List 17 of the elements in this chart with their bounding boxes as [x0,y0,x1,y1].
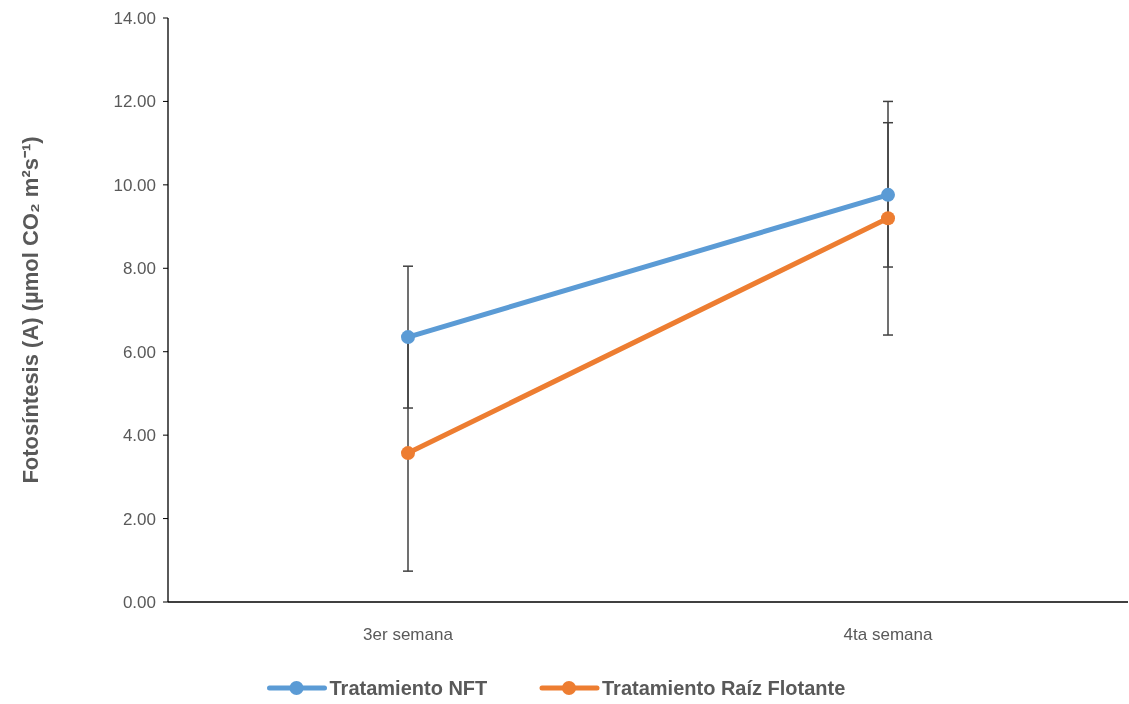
legend-label: Tratamiento NFT [329,677,488,699]
y-axis-title: Fotosíntesis (A) (µmol CO₂ m²s⁻¹) [18,136,43,484]
legend-label: Tratamiento Raíz Flotante [602,677,846,699]
y-tick-label: 8.00 [122,259,156,279]
y-tick-label: 2.00 [122,509,156,529]
y-tick-label: 12.00 [113,92,156,112]
x-tick-label: 3er semana [363,625,454,644]
point [401,330,415,345]
y-tick-label: 10.00 [113,175,156,195]
point [881,187,895,202]
y-tick-label: 4.00 [122,426,156,446]
y-tick-label: 14.00 [113,8,156,28]
point [401,446,415,461]
y-tick-label: 6.00 [122,342,156,362]
x-tick-label: 4ta semana [843,625,933,644]
y-tick-label: 0.00 [122,592,156,612]
point [881,211,895,226]
